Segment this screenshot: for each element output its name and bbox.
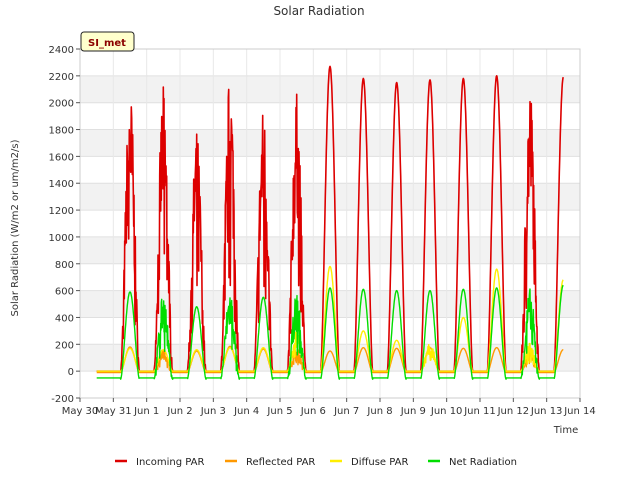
legend-label-net-radiation: Net Radiation [449, 457, 517, 468]
plot-band [80, 49, 580, 76]
x-tick-label: Jun 8 [366, 406, 392, 417]
legend: Incoming PAR Reflected PAR Diffuse PAR Net … [115, 457, 517, 468]
site-badge-box [80, 31, 135, 52]
x-tick-label: Jun 13 [530, 406, 563, 417]
y-tick-label: 1400 [49, 179, 74, 190]
y-tick-label: 1000 [49, 233, 74, 244]
y-tick-label: 1200 [49, 206, 74, 217]
diffuse-par-line [96, 265, 564, 372]
y-tick-label: 2000 [49, 99, 74, 110]
x-tick-label: Jun 4 [233, 406, 259, 417]
x-tick-label: May 30 [62, 406, 99, 417]
plot-band [80, 75, 580, 103]
x-tick-label: Jun 10 [430, 406, 463, 417]
y-tick-label: 0 [68, 367, 74, 378]
plot-band [80, 156, 580, 184]
plot-band [80, 236, 580, 264]
legend-label-reflected-par: Reflected PAR [246, 457, 315, 468]
legend-label-incoming-par: Incoming PAR [136, 457, 205, 468]
net-radiation-line [96, 284, 564, 380]
x-tick-label: Jun 7 [333, 406, 359, 417]
y-tick-label: 1600 [49, 152, 74, 163]
reflected-par-line [96, 345, 564, 374]
x-axis-title: Time [553, 425, 578, 436]
x-tick-label: Jun 2 [166, 406, 192, 417]
site-badge: SI_met [80, 31, 135, 52]
x-tick-label: Jun 5 [266, 406, 292, 417]
x-tick-label: Jun 6 [300, 406, 326, 417]
y-axis-ticks: -200 0 200 400 600 800 1000 1200 1400 1600 1800 200… [49, 45, 80, 405]
y-tick-label: 800 [55, 260, 74, 271]
plot-band [80, 183, 580, 211]
y-tick-label: 1800 [49, 126, 74, 137]
x-tick-label: Jun 1 [133, 406, 159, 417]
chart-title: Solar Radiation [273, 4, 364, 18]
series-lines [96, 65, 565, 380]
x-tick-label: Jun 14 [563, 406, 596, 417]
site-badge-label: SI_met [88, 38, 126, 49]
y-tick-label: -200 [51, 394, 74, 405]
y-tick-label: 2200 [49, 72, 74, 83]
plot-band [80, 371, 580, 398]
y-tick-label: 600 [55, 287, 74, 298]
y-tick-label: 200 [55, 340, 74, 351]
x-tick-label: Jun 3 [200, 406, 226, 417]
plot-frame [79, 48, 581, 399]
plot-band [80, 129, 580, 157]
plot-band [80, 290, 580, 318]
plot-band [80, 263, 580, 291]
x-tick-label: May 31 [95, 406, 132, 417]
x-tick-label: Jun 9 [400, 406, 426, 417]
x-tick-label: Jun 12 [497, 406, 530, 417]
plot-band [80, 210, 580, 237]
legend-label-diffuse-par: Diffuse PAR [351, 457, 408, 468]
x-tick-label: Jun 11 [463, 406, 496, 417]
y-tick-label: 2400 [49, 45, 74, 56]
plot-band [80, 102, 580, 130]
y-tick-label: 400 [55, 313, 74, 324]
y-axis-title: Solar Radiation (W/m2 or um/m2/s) [10, 139, 21, 316]
